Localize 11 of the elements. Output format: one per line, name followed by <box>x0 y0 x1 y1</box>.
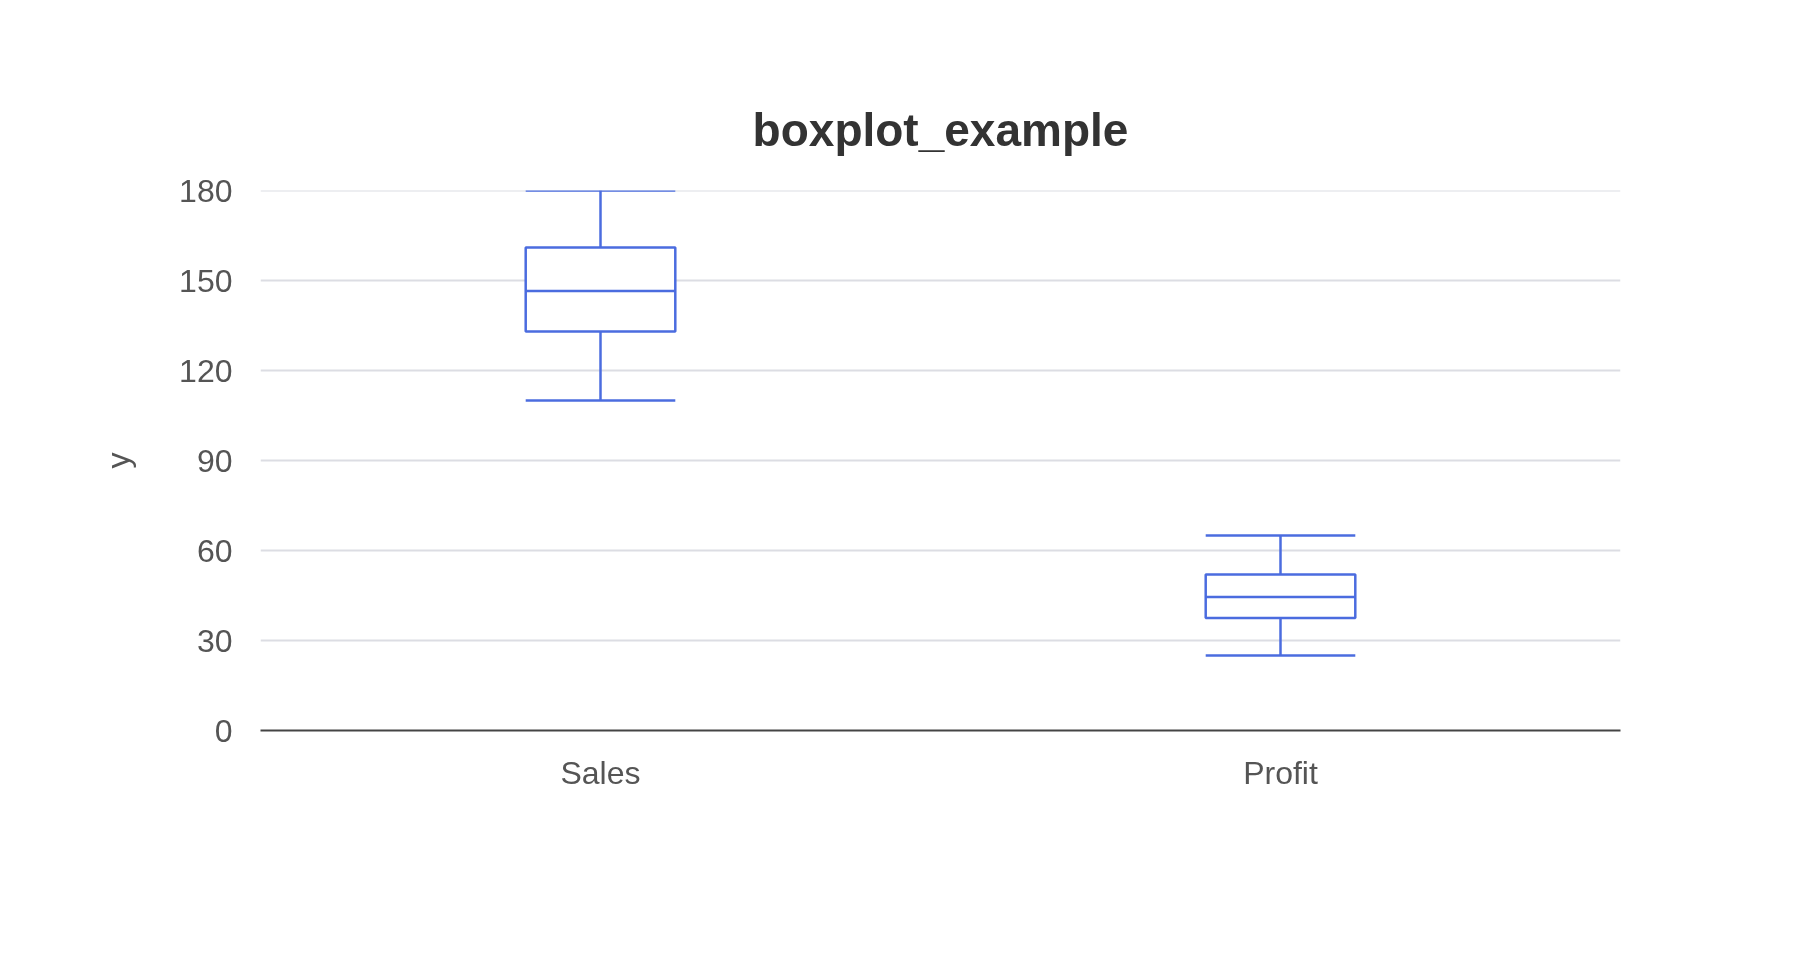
y-tick-label: 180 <box>179 172 233 209</box>
y-tick-label: 90 <box>196 442 233 479</box>
x-tick-label: Profit <box>1243 754 1318 791</box>
y-tick-label: 0 <box>214 712 233 749</box>
y-tick-label: 60 <box>196 532 233 569</box>
y-axis-title: y <box>100 452 137 469</box>
y-tick-label: 120 <box>179 352 233 389</box>
y-tick-label: 30 <box>196 622 233 659</box>
y-tick-label: 150 <box>179 262 233 299</box>
x-tick-label: Sales <box>560 754 641 791</box>
chart-title: boxplot_example <box>752 103 1129 156</box>
